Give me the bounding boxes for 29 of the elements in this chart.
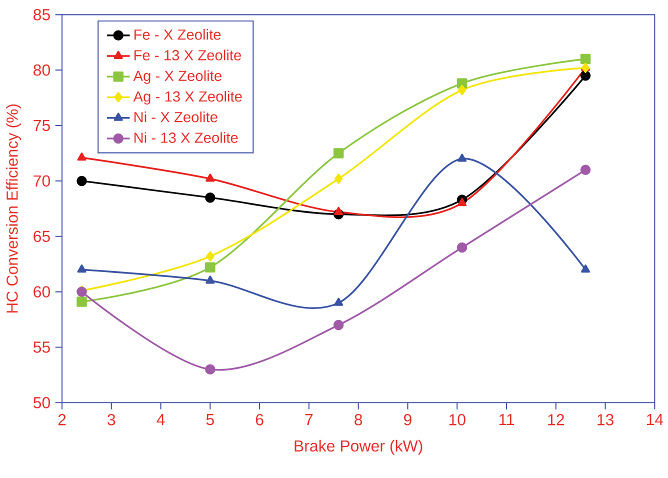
x-tick-label: 5	[206, 414, 214, 426]
y-tick-label: 50	[33, 396, 50, 408]
y-tick-label: 75	[34, 120, 50, 132]
x-tick-label: 6	[256, 414, 264, 426]
legend-label: Fe - X Zeolite	[134, 29, 221, 40]
y-tick-label: 70	[34, 175, 50, 187]
legend-label: Ni - X Zeolite	[134, 112, 218, 122]
x-tick-label: 9	[404, 414, 412, 426]
y-tick-label: 85	[34, 9, 50, 20]
x-tick-label: 4	[156, 414, 165, 426]
x-tick-label: 2	[58, 414, 66, 426]
legend-label: Ni - 13 X Zeolite	[134, 132, 238, 143]
x-axis-title: Brake Power (kW)	[294, 440, 422, 455]
x-tick-label: 3	[108, 414, 116, 426]
x-tick-label: 7	[305, 414, 313, 426]
x-tick-label: 11	[499, 414, 514, 426]
legend-label: Ag - 13 X Zeolite	[133, 90, 242, 105]
x-tick-label: 12	[548, 414, 564, 426]
y-tick-label: 55	[33, 342, 50, 353]
x-tick-label: 8	[354, 414, 362, 426]
x-tick-label: 10	[449, 414, 466, 426]
y-tick-label: 80	[34, 64, 50, 76]
y-axis-title: HC Conversion Efficiency (%)	[6, 104, 22, 313]
x-tick-label: 14	[646, 414, 664, 426]
legend-label: Ag - X Zeolite	[133, 70, 222, 84]
legend-label: Fe - 13 X Zeolite	[134, 50, 242, 60]
x-tick-label: 13	[598, 414, 614, 426]
y-tick-label: 65	[34, 230, 50, 242]
y-tick-label: 60	[34, 286, 50, 298]
